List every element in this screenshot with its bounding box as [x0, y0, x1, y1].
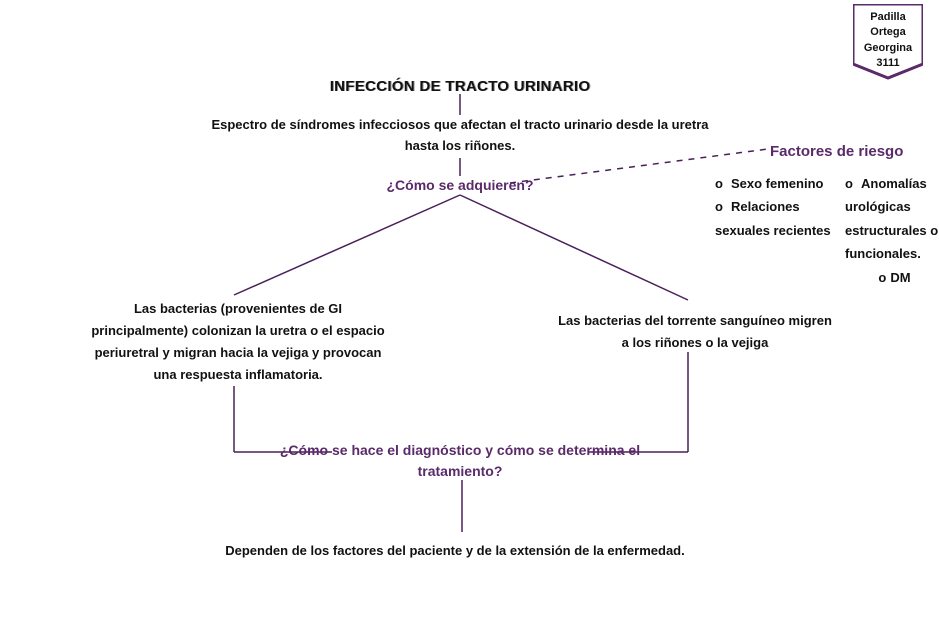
ribbon-line1: Padilla Ortega — [870, 11, 905, 38]
factors-column-1: oSexo femeninooRelaciones sexuales recie… — [715, 172, 845, 242]
factor-item-label: DM — [890, 270, 910, 285]
bullet-icon: o — [845, 172, 861, 195]
question-acquire: ¿Cómo se adquieren? — [310, 177, 610, 193]
factor-item: oDM — [845, 266, 939, 289]
conclusion-text: Dependen de los factores del paciente y … — [165, 540, 745, 562]
bullet-icon: o — [874, 266, 890, 289]
factor-item-label: Relaciones sexuales recientes — [715, 199, 831, 237]
factors-title: Factores de riesgo — [770, 143, 903, 160]
factors-column-2: oAnomalías urológicas estructurales o fu… — [845, 172, 939, 289]
ribbon-text: Padilla Ortega Georgina 3111 — [853, 10, 923, 72]
ribbon-line2: Georgina — [864, 42, 912, 54]
factor-item: oAnomalías urológicas estructurales o fu… — [845, 172, 939, 266]
branch-right-text: Las bacterias del torrente sanguíneo mig… — [555, 310, 835, 354]
question-diagnosis: ¿Cómo se hace el diagnóstico y cómo se d… — [250, 440, 670, 482]
author-ribbon: Padilla Ortega Georgina 3111 — [853, 4, 923, 82]
factor-item: oSexo femenino — [715, 172, 845, 195]
diagram-title: INFECCIÓN DE TRACTO URINARIO — [260, 78, 660, 95]
factor-item-label: Sexo femenino — [731, 176, 823, 191]
factor-item: oRelaciones sexuales recientes — [715, 195, 845, 242]
definition-text: Espectro de síndromes infecciosos que af… — [200, 115, 720, 157]
ribbon-line3: 3111 — [876, 57, 899, 69]
bullet-icon: o — [715, 195, 731, 218]
bullet-icon: o — [715, 172, 731, 195]
branch-left-text: Las bacterias (provenientes de GI princi… — [88, 298, 388, 386]
